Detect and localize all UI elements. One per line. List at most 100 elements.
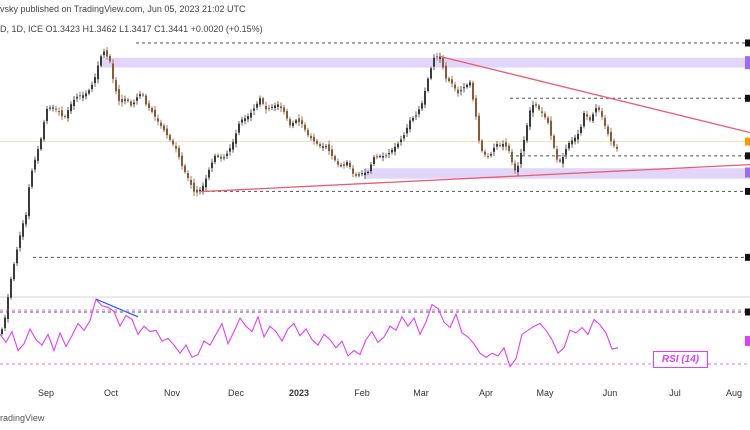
candle-body <box>427 78 429 91</box>
candle-body <box>70 104 72 112</box>
rsi-line <box>0 298 619 368</box>
price-scale-marker <box>745 137 750 146</box>
candle-body <box>523 140 525 152</box>
candle-body <box>22 223 24 237</box>
candle-body <box>454 84 456 89</box>
candle-body <box>490 153 492 156</box>
candle-body <box>358 174 360 176</box>
x-tick-label: Aug <box>726 388 742 398</box>
candle-body <box>100 56 102 66</box>
candle-body <box>592 114 594 121</box>
price-scale-marker <box>745 167 750 178</box>
candle-body <box>37 149 39 161</box>
candle-body <box>559 159 561 162</box>
candle-body <box>322 146 324 148</box>
candle-body <box>517 165 519 173</box>
x-tick-label: Oct <box>104 388 119 398</box>
candle-body <box>451 79 453 84</box>
rsi-divergence-line <box>95 298 139 318</box>
candle-body <box>19 235 21 248</box>
resistance-zone <box>101 57 750 68</box>
right-markers <box>745 39 750 346</box>
candle-body <box>223 157 225 159</box>
candle-body <box>541 111 543 114</box>
candle-body <box>586 114 588 117</box>
x-tick-label: Jun <box>603 388 618 398</box>
candle-body <box>82 95 84 98</box>
candle-body <box>226 153 228 157</box>
candle-body <box>106 50 108 57</box>
x-tick-label: Mar <box>413 388 429 398</box>
candle-body <box>88 90 90 94</box>
candle-body <box>544 113 546 118</box>
candle-body <box>73 99 75 107</box>
candle-body <box>331 149 333 157</box>
x-tick-label: Nov <box>164 388 181 398</box>
candle-body <box>472 82 474 100</box>
candle-body <box>61 110 63 117</box>
candle-body <box>502 144 504 147</box>
candle-body <box>241 119 243 123</box>
candle-body <box>304 124 306 130</box>
candle-body <box>487 155 489 157</box>
symbol-ohlc-line: D, 1D, ICE O1.3423 H1.3462 L1.3417 C1.34… <box>0 24 263 34</box>
candle-body <box>7 297 9 320</box>
candle-body <box>361 173 363 175</box>
x-axis: Sep Oct Nov Dec 2023 Feb Mar Apr May Jun Jul Aug <box>38 388 742 398</box>
candle-body <box>232 142 234 150</box>
rsi-layer <box>0 298 750 368</box>
footer-brand: radingView <box>0 413 45 423</box>
levels-layer <box>0 42 750 313</box>
candle-body <box>535 104 537 106</box>
candle-body <box>34 159 36 170</box>
candle-body <box>496 144 498 147</box>
candle-body <box>556 149 558 160</box>
candle-body <box>259 98 261 105</box>
x-tick-label: Dec <box>228 388 245 398</box>
candle-body <box>616 146 618 149</box>
candle-body <box>4 317 6 329</box>
candle-body <box>211 162 213 169</box>
candle-body <box>529 110 531 127</box>
candle-body <box>193 182 195 192</box>
candle-body <box>406 127 408 134</box>
candle-body <box>205 178 207 188</box>
candle-body <box>478 115 480 141</box>
candle-body <box>13 264 15 280</box>
candle-body <box>550 120 552 136</box>
candle-body <box>190 179 192 185</box>
candle-body <box>292 122 294 126</box>
candle-body <box>262 98 264 104</box>
candle-body <box>349 162 351 168</box>
candle-body <box>112 63 114 79</box>
candle-body <box>595 108 597 113</box>
candle-body <box>538 105 540 110</box>
candle-body <box>244 118 246 122</box>
candle-body <box>493 147 495 152</box>
candle-body <box>421 103 423 109</box>
candle-body <box>457 89 459 94</box>
x-tick-label: Feb <box>354 388 370 398</box>
candle-body <box>121 98 123 103</box>
x-tick-label: May <box>536 388 554 398</box>
candle-body <box>412 117 414 121</box>
candle-body <box>235 133 237 144</box>
candle-body <box>127 99 129 102</box>
candle-body <box>85 93 87 97</box>
candle-body <box>553 135 555 148</box>
price-scale-marker <box>745 187 750 195</box>
candle-body <box>238 123 240 133</box>
candle-body <box>217 155 219 157</box>
price-scale-marker <box>745 94 750 102</box>
candle-body <box>367 171 369 173</box>
candle-body <box>436 56 438 58</box>
candle-body <box>403 135 405 139</box>
candle-body <box>352 168 354 174</box>
candle-body <box>568 142 570 149</box>
candle-body <box>445 65 447 79</box>
candle-body <box>598 107 600 110</box>
candle-body <box>202 185 204 192</box>
candle-body <box>58 111 60 113</box>
candle-body <box>280 106 282 109</box>
